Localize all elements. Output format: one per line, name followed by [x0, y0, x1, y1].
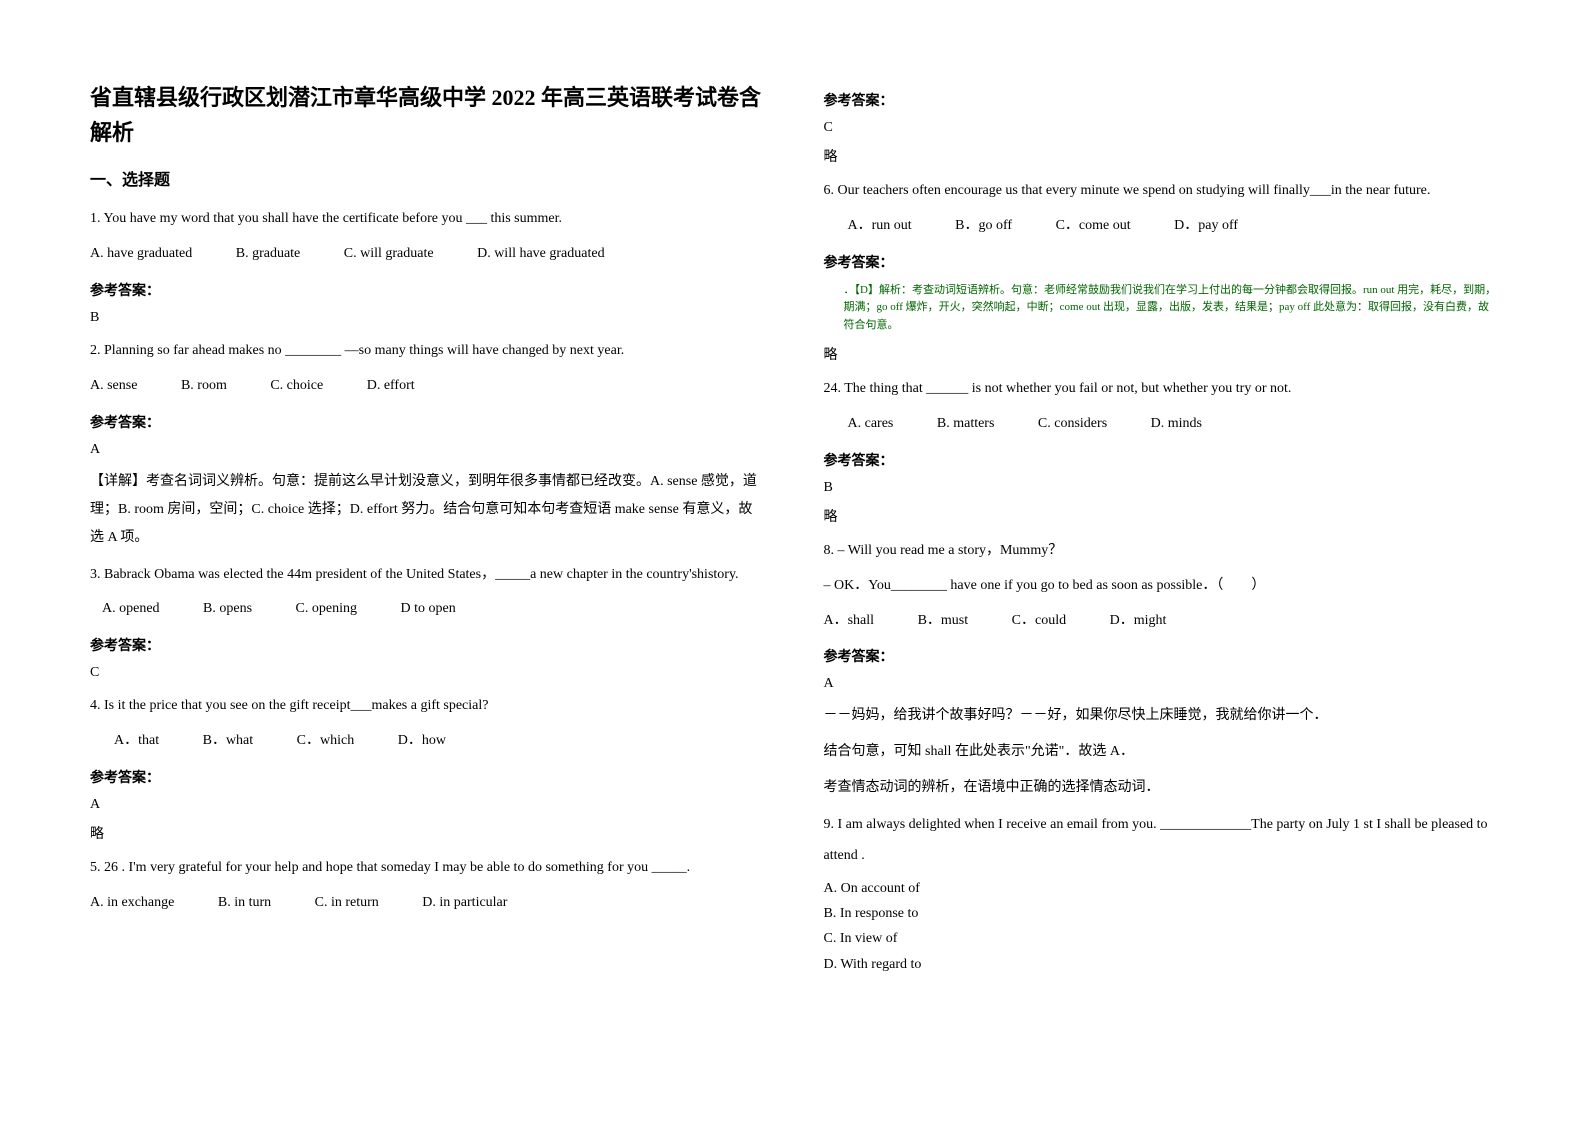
q3-text: 3. Babrack Obama was elected the 44m pre…: [90, 560, 764, 591]
right-column: 参考答案： C 略 6. Our teachers often encourag…: [824, 80, 1498, 977]
q2-explanation: 【详解】考查名词词义辨析。句意：提前这么早计划没意义，到明年很多事情都已经改变。…: [90, 468, 764, 552]
q7-opt-b: B. matters: [937, 416, 995, 431]
q4-answer-label: 参考答案：: [90, 767, 764, 787]
q5-answer-label: 参考答案：: [824, 90, 1498, 110]
q8-opt-d: D．might: [1110, 613, 1167, 628]
q6-text: 6. Our teachers often encourage us that …: [824, 176, 1498, 207]
q1-answer-label: 参考答案：: [90, 280, 764, 300]
q7-opt-d: D. minds: [1151, 416, 1202, 431]
q6-lue: 略: [824, 344, 1498, 364]
q6-opt-a: A．run out: [848, 218, 912, 233]
q3-opt-d: D to open: [401, 601, 456, 616]
section-header: 一、选择题: [90, 166, 764, 190]
q8-answer-label: 参考答案：: [824, 646, 1498, 666]
q3-options: A. opened B. opens C. opening D to open: [90, 594, 764, 625]
q8-text2: – OK．You________ have one if you go to b…: [824, 571, 1498, 602]
q5-opt-b: B. in turn: [218, 895, 271, 910]
q5-options: A. in exchange B. in turn C. in return D…: [90, 888, 764, 919]
q6-answer-label: 参考答案：: [824, 252, 1498, 272]
q8-expl2: 结合句意，可知 shall 在此处表示"允诺"．故选 A．: [824, 738, 1498, 766]
q3-opt-a: A. opened: [102, 601, 160, 616]
q6-opt-b: B．go off: [955, 218, 1012, 233]
q4-text: 4. Is it the price that you see on the g…: [90, 691, 764, 722]
q8-options: A．shall B．must C．could D．might: [824, 606, 1498, 637]
q5-text: 5. 26 . I'm very grateful for your help …: [90, 853, 764, 884]
q2-answer: A: [90, 442, 764, 458]
q3-opt-b: B. opens: [203, 601, 252, 616]
q8-expl1: －－妈妈，给我讲个故事好吗？－－好，如果你尽快上床睡觉，我就给你讲一个．: [824, 702, 1498, 730]
q7-opt-a: A. cares: [848, 416, 894, 431]
q7-answer-label: 参考答案：: [824, 450, 1498, 470]
q5-answer: C: [824, 120, 1498, 136]
q2-opt-a: A. sense: [90, 378, 137, 393]
q9-opt-a: A. On account of: [824, 876, 1498, 901]
q9-text: 9. I am always delighted when I receive …: [824, 810, 1498, 872]
q7-answer: B: [824, 480, 1498, 496]
q1-text: 1. You have my word that you shall have …: [90, 204, 764, 235]
q8-opt-c: C．could: [1012, 613, 1066, 628]
q6-note: ．【D】解析：考查动词短语辨析。句意：老师经常鼓励我们说我们在学习上付出的每一分…: [824, 282, 1498, 335]
q4-opt-a: A．that: [114, 733, 159, 748]
q9-opt-d: D. With regard to: [824, 952, 1498, 977]
q7-options: A. cares B. matters C. considers D. mind…: [824, 409, 1498, 440]
q3-answer: C: [90, 665, 764, 681]
q1-options: A. have graduated B. graduate C. will gr…: [90, 239, 764, 270]
q4-lue: 略: [90, 823, 764, 843]
q2-opt-c: C. choice: [270, 378, 323, 393]
q3-opt-c: C. opening: [296, 601, 357, 616]
q1-opt-a: A. have graduated: [90, 246, 192, 261]
q4-answer: A: [90, 797, 764, 813]
q9-opt-c: C. In view of: [824, 926, 1498, 951]
q3-answer-label: 参考答案：: [90, 635, 764, 655]
q2-options: A. sense B. room C. choice D. effort: [90, 371, 764, 402]
q5-opt-c: C. in return: [315, 895, 379, 910]
q9-options: A. On account of B. In response to C. In…: [824, 876, 1498, 977]
q1-opt-d: D. will have graduated: [477, 246, 605, 261]
q1-opt-c: C. will graduate: [344, 246, 434, 261]
q8-answer: A: [824, 676, 1498, 692]
q5-lue: 略: [824, 146, 1498, 166]
q5-opt-a: A. in exchange: [90, 895, 174, 910]
q4-opt-d: D．how: [398, 733, 446, 748]
q8-text: 8. – Will you read me a story，Mummy？: [824, 536, 1498, 567]
q6-options: A．run out B．go off C．come out D．pay off: [824, 211, 1498, 242]
q4-opt-b: B．what: [203, 733, 254, 748]
document-title: 省直辖县级行政区划潜江市章华高级中学 2022 年高三英语联考试卷含解析: [90, 80, 764, 150]
q9-opt-b: B. In response to: [824, 901, 1498, 926]
q4-opt-c: C．which: [297, 733, 355, 748]
q1-opt-b: B. graduate: [236, 246, 301, 261]
q8-opt-a: A．shall: [824, 613, 875, 628]
q8-expl3: 考查情态动词的辨析，在语境中正确的选择情态动词．: [824, 774, 1498, 802]
q2-answer-label: 参考答案：: [90, 412, 764, 432]
left-column: 省直辖县级行政区划潜江市章华高级中学 2022 年高三英语联考试卷含解析 一、选…: [90, 80, 764, 977]
q7-opt-c: C. considers: [1038, 416, 1107, 431]
q6-opt-d: D．pay off: [1174, 218, 1238, 233]
q7-lue: 略: [824, 506, 1498, 526]
q7-text: 24. The thing that ______ is not whether…: [824, 374, 1498, 405]
q2-text: 2. Planning so far ahead makes no ______…: [90, 336, 764, 367]
q8-opt-b: B．must: [918, 613, 969, 628]
q4-options: A．that B．what C．which D．how: [90, 726, 764, 757]
q6-opt-c: C．come out: [1056, 218, 1131, 233]
q1-answer: B: [90, 310, 764, 326]
q5-opt-d: D. in particular: [422, 895, 507, 910]
q2-opt-b: B. room: [181, 378, 227, 393]
q2-opt-d: D. effort: [367, 378, 415, 393]
